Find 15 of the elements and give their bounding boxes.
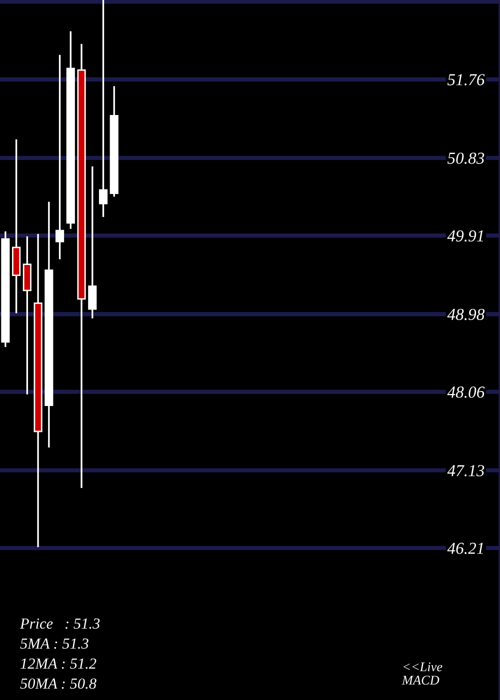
annotation: <<Live MACD bbox=[402, 662, 442, 685]
y-tick-label: 50.83 bbox=[447, 152, 484, 164]
y-tick-label: 46.21 bbox=[447, 542, 483, 554]
y-tick-label: 51.76 bbox=[447, 74, 485, 86]
annotation: 5MA : 51.3 bbox=[20, 638, 88, 649]
y-tick-label: 48.06 bbox=[447, 386, 485, 398]
y-tick-label: 47.13 bbox=[447, 465, 484, 476]
candlestick bbox=[56, 54, 64, 260]
candlestick bbox=[88, 166, 97, 320]
annotation: Price : 51.3 bbox=[20, 618, 100, 629]
candlestick bbox=[98, 0, 108, 218]
y-tick-label: 49.91 bbox=[447, 230, 483, 242]
annotation: 12MA : 51.2 bbox=[20, 658, 96, 669]
y-tick-label: 48.98 bbox=[447, 308, 485, 320]
annotation: 50MA : 50.8 bbox=[20, 678, 96, 689]
